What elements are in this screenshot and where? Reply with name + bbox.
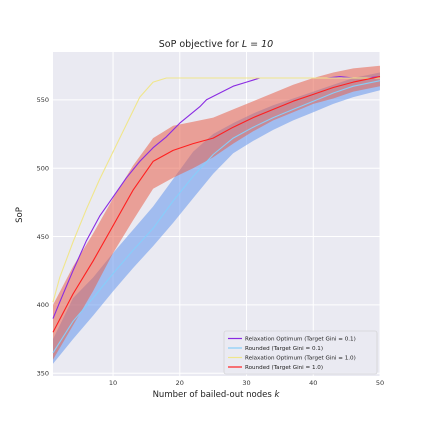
legend-label: Rounded (Target Gini = 1.0) xyxy=(245,365,323,371)
legend-label: Rounded (Target Gini = 0.1) xyxy=(245,346,323,352)
legend-label: Relaxation Optimum (Target Gini = 0.1) xyxy=(245,337,356,343)
y-tick-label: 450 xyxy=(37,233,49,241)
series-line xyxy=(52,80,381,354)
confidence-band xyxy=(53,65,380,360)
y-tick-label: 400 xyxy=(37,301,49,309)
series-line xyxy=(52,77,380,303)
legend: Relaxation Optimum (Target Gini = 0.1) Ro… xyxy=(223,330,378,375)
x-tick-label: 50 xyxy=(376,379,384,387)
y-tick-label: 350 xyxy=(37,370,49,378)
series-line xyxy=(52,76,381,333)
y-tick-label: 550 xyxy=(37,96,49,104)
y-axis-label: SoP xyxy=(15,207,25,223)
x-axis-label: Number of bailed-out nodes k xyxy=(153,390,281,400)
y-tick-label: 500 xyxy=(37,165,49,173)
x-tick-label: 10 xyxy=(109,379,117,387)
chart-title: SoP objective for L = 10 xyxy=(159,39,273,50)
x-tick-label: 40 xyxy=(309,379,317,387)
legend-label: Relaxation Optimum (Target Gini = 1.0) xyxy=(245,356,356,362)
x-tick-label: 20 xyxy=(176,379,184,387)
legend-box xyxy=(223,330,378,375)
x-tick-label: 30 xyxy=(242,379,250,387)
